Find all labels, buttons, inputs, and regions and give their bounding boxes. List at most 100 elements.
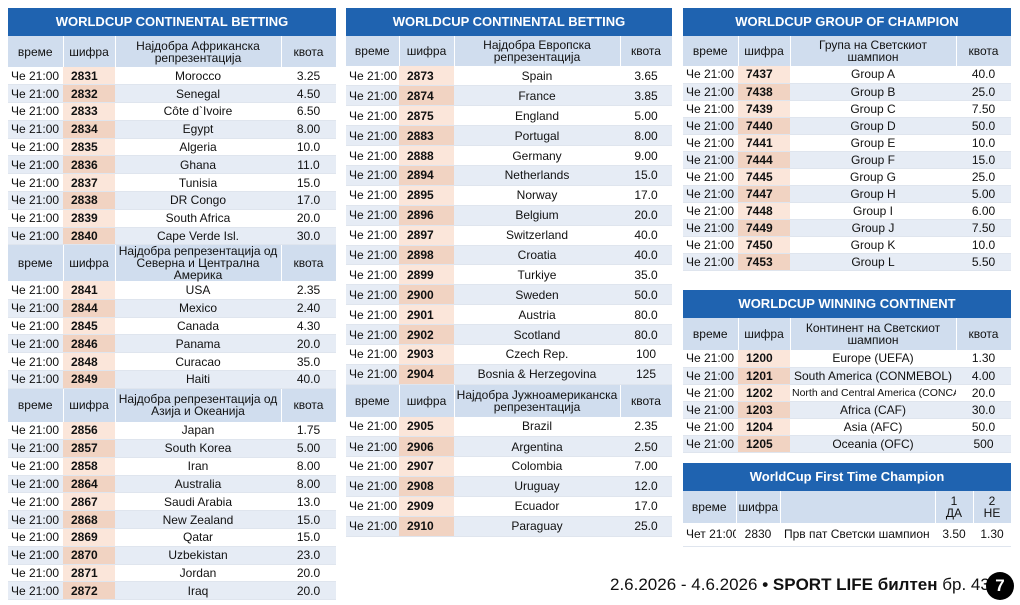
cell-odds[interactable]: 25.0 <box>956 168 1011 186</box>
cell-odds[interactable]: 5.00 <box>620 105 672 127</box>
table-row: Че 21:00 2908 Uruguay 12.0 <box>346 476 672 497</box>
cell-code: 2896 <box>399 205 454 226</box>
cell-odds[interactable]: 35.0 <box>281 352 336 371</box>
cell-name: Haiti <box>115 370 281 389</box>
cell-odds[interactable]: 7.50 <box>956 100 1011 118</box>
cell-odds[interactable]: 23.0 <box>281 546 336 565</box>
cell-time: Че 21:00 <box>346 225 399 246</box>
cell-odds[interactable]: 1.75 <box>281 421 336 441</box>
odds-yes[interactable]: 3.50 <box>935 523 973 547</box>
cell-odds[interactable]: 20.0 <box>620 205 672 226</box>
cell-code: 2840 <box>63 227 115 246</box>
table-row: Че 21:00 7453 Group L 5.50 <box>683 253 1011 272</box>
col-option-no: 2 НЕ <box>973 491 1012 523</box>
cell-odds[interactable]: 40.0 <box>620 245 672 266</box>
cell-odds[interactable]: 10.0 <box>956 236 1011 255</box>
cell-code: 2868 <box>63 510 115 530</box>
cell-odds[interactable]: 2.50 <box>620 436 672 458</box>
cell-odds[interactable]: 80.0 <box>620 304 672 326</box>
cell-odds[interactable]: 4.00 <box>956 367 1011 385</box>
cell-code: 7448 <box>738 202 790 220</box>
cell-odds[interactable]: 8.00 <box>620 125 672 147</box>
cell-code: 2908 <box>399 476 454 497</box>
cell-odds[interactable]: 30.0 <box>281 227 336 246</box>
cell-odds[interactable]: 10.0 <box>956 134 1011 152</box>
cell-odds[interactable]: 40.0 <box>281 370 336 389</box>
cell-odds[interactable]: 8.00 <box>281 457 336 476</box>
cell-odds[interactable]: 5.00 <box>956 185 1011 203</box>
cell-odds[interactable]: 20.0 <box>281 334 336 354</box>
cell-odds[interactable]: 40.0 <box>956 66 1011 84</box>
cell-name: Africa (CAF) <box>790 401 956 419</box>
cell-odds[interactable]: 3.85 <box>620 85 672 107</box>
cell-time: Че 21:00 <box>346 105 399 127</box>
cell-odds[interactable]: 20.0 <box>956 384 1011 402</box>
cell-odds[interactable]: 100 <box>620 344 672 365</box>
table-row: Че 21:00 2856 Japan 1.75 <box>8 421 336 441</box>
cell-odds[interactable]: 125 <box>620 364 672 385</box>
cell-odds[interactable]: 35.0 <box>620 264 672 286</box>
cell-odds[interactable]: 2.35 <box>620 416 672 438</box>
cell-name: North and Central America (CONCACAF) <box>790 384 956 402</box>
table-row: Че 21:00 1204 Asia (AFC) 50.0 <box>683 418 1011 436</box>
cell-odds[interactable]: 15.0 <box>956 151 1011 169</box>
cell-odds[interactable]: 8.00 <box>281 120 336 139</box>
cell-odds[interactable]: 2.40 <box>281 299 336 318</box>
cell-odds[interactable]: 30.0 <box>956 401 1011 419</box>
cell-odds[interactable]: 50.0 <box>956 418 1011 436</box>
table-row: Че 21:00 2837 Tunisia 15.0 <box>8 173 336 193</box>
cell-odds[interactable]: 17.0 <box>620 496 672 517</box>
cell-time: Че 21:00 <box>346 416 399 438</box>
cell-odds[interactable]: 17.0 <box>620 185 672 206</box>
cell-odds[interactable]: 13.0 <box>281 492 336 512</box>
cell-odds[interactable]: 15.0 <box>281 528 336 547</box>
cell-code: 2856 <box>63 421 115 441</box>
cell-name: Morocco <box>115 67 281 86</box>
odds-no[interactable]: 1.30 <box>973 523 1011 547</box>
cell-odds[interactable]: 17.0 <box>281 191 336 210</box>
cell-odds[interactable]: 25.0 <box>956 83 1011 101</box>
cell-odds[interactable]: 15.0 <box>281 173 336 193</box>
cell-code: 7439 <box>738 100 790 118</box>
cell-time: Че 21:00 <box>683 350 738 368</box>
cell-odds[interactable]: 15.0 <box>620 165 672 186</box>
cell-odds[interactable]: 50.0 <box>956 117 1011 135</box>
cell-odds[interactable]: 12.0 <box>620 476 672 497</box>
cell-odds[interactable]: 4.50 <box>281 84 336 104</box>
cell-time: Че 21:00 <box>8 457 63 476</box>
cell-odds[interactable]: 50.0 <box>620 284 672 306</box>
cell-odds[interactable]: 10.0 <box>281 138 336 157</box>
cell-odds[interactable]: 5.00 <box>281 439 336 458</box>
cell-odds[interactable]: 40.0 <box>620 225 672 246</box>
cell-code: 7441 <box>738 134 790 152</box>
cell-name: Sweden <box>454 284 620 306</box>
cell-time: Че 21:00 <box>346 205 399 226</box>
cell-odds[interactable]: 20.0 <box>281 564 336 583</box>
cell-odds[interactable]: 500 <box>956 435 1011 454</box>
cell-odds[interactable]: 25.0 <box>620 516 672 537</box>
cell-odds[interactable]: 4.30 <box>281 317 336 336</box>
cell-odds[interactable]: 7.00 <box>620 456 672 477</box>
cell-odds[interactable]: 1.30 <box>956 350 1011 368</box>
cell-name: Canada <box>115 317 281 336</box>
cell-odds[interactable]: 8.00 <box>281 475 336 494</box>
cell-odds[interactable]: 2.35 <box>281 281 336 300</box>
cell-odds[interactable]: 15.0 <box>281 510 336 530</box>
cell-odds[interactable]: 5.50 <box>956 253 1011 272</box>
table-row: Че 21:00 2904 Bosnia & Herzegovina 125 <box>346 364 672 385</box>
table-row: Че 21:00 2848 Curacao 35.0 <box>8 352 336 371</box>
cell-odds[interactable]: 80.0 <box>620 324 672 345</box>
cell-name: Group K <box>790 236 956 255</box>
cell-odds[interactable]: 20.0 <box>281 209 336 228</box>
cell-odds[interactable]: 3.25 <box>281 67 336 86</box>
cell-odds[interactable]: 7.50 <box>956 219 1011 237</box>
table-row: Че 21:00 2909 Ecuador 17.0 <box>346 496 672 517</box>
cell-odds[interactable]: 9.00 <box>620 145 672 166</box>
cell-odds[interactable]: 11.0 <box>281 155 336 175</box>
cell-name: Switzerland <box>454 225 620 246</box>
cell-odds[interactable]: 6.50 <box>281 102 336 121</box>
cell-odds[interactable]: 20.0 <box>281 581 336 601</box>
cell-odds[interactable]: 3.65 <box>620 66 672 87</box>
cell-name: Tunisia <box>115 173 281 193</box>
cell-odds[interactable]: 6.00 <box>956 202 1011 220</box>
